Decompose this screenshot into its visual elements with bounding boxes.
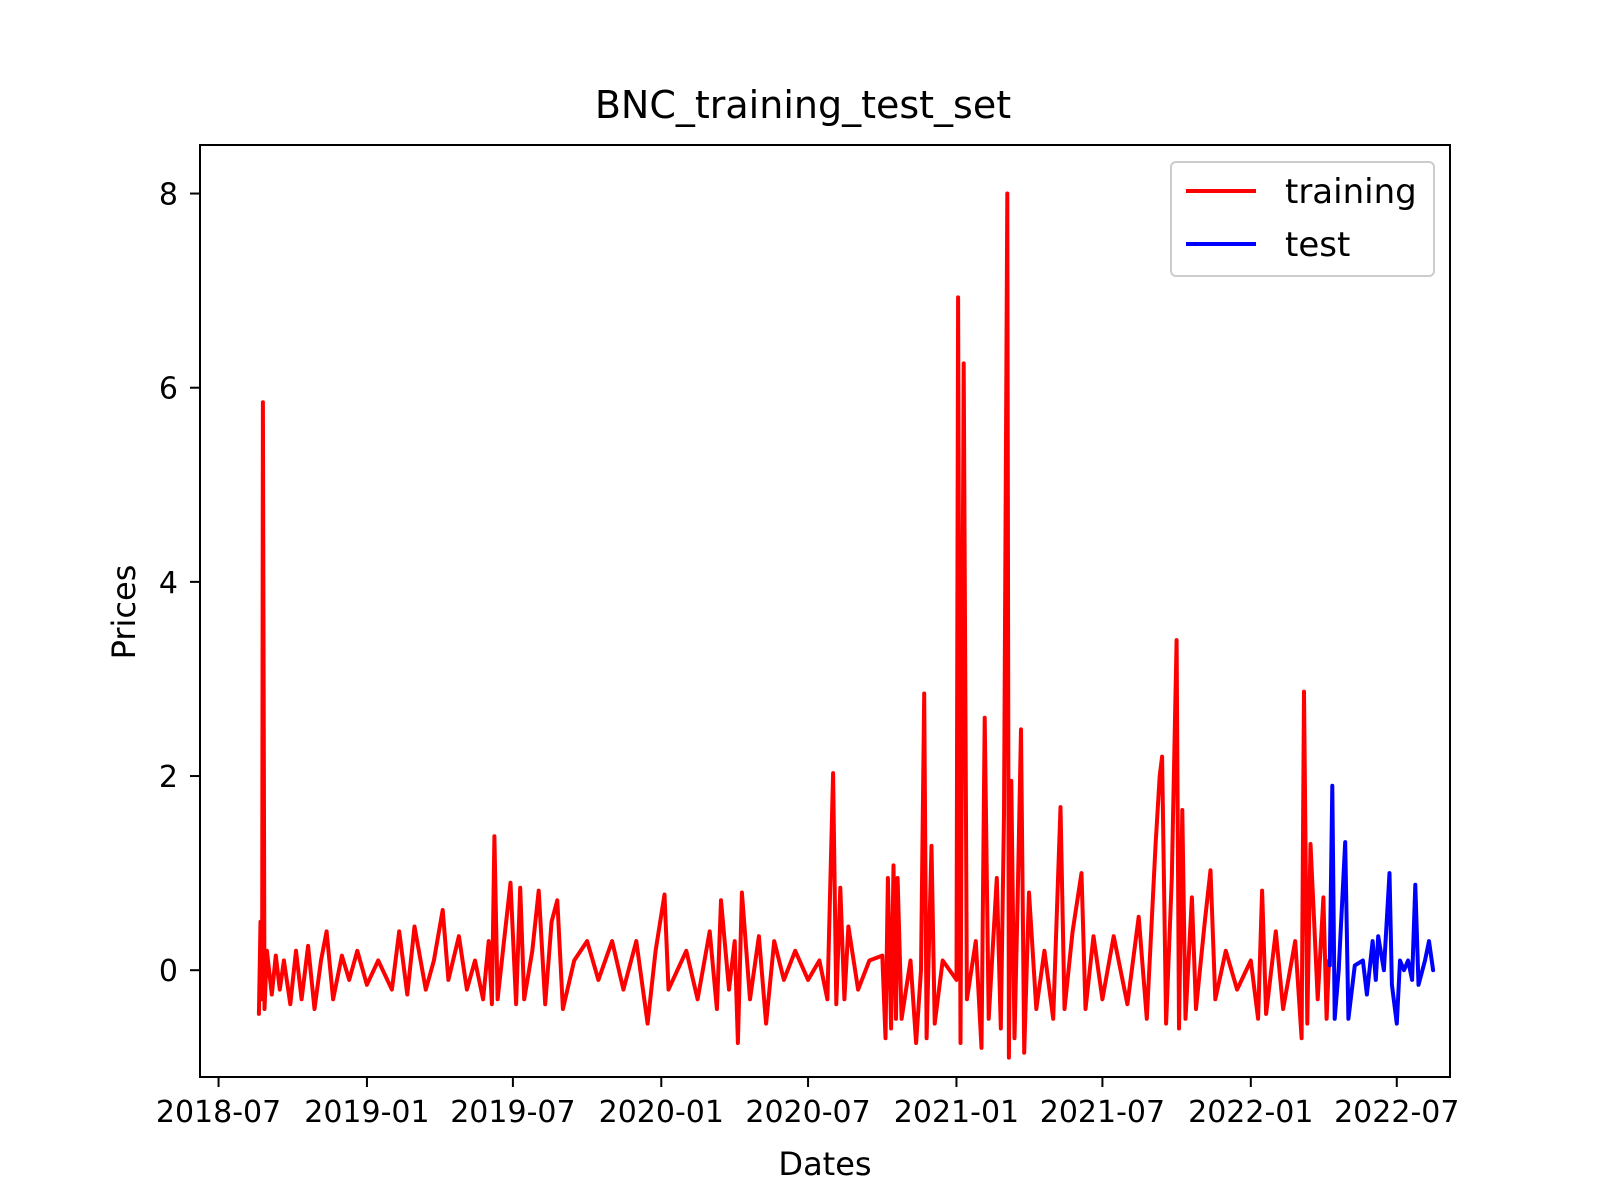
x-axis-label: Dates: [778, 1145, 871, 1183]
legend: training test: [1170, 161, 1435, 277]
y-tick-label: 4: [159, 566, 178, 601]
x-tick-label: 2019-07: [450, 1095, 575, 1130]
chart-title: BNC_training_test_set: [595, 83, 1011, 127]
plot-lines: [256, 191, 1436, 1060]
y-tick-label: 2: [159, 760, 178, 795]
x-axis: 2018-07 2019-01 2019-07 2020-01 2020-07 2021-…: [156, 1077, 1459, 1130]
y-tick-label: 6: [159, 372, 178, 407]
y-tick-label: 0: [159, 954, 178, 989]
y-tick-label: 8: [159, 178, 178, 213]
x-tick-label: 2020-07: [745, 1095, 870, 1130]
x-tick-label: 2018-07: [156, 1095, 281, 1130]
x-tick-label: 2022-07: [1334, 1095, 1459, 1130]
y-axis-label: Prices: [105, 565, 143, 660]
series-line-training: [256, 191, 1331, 1060]
x-tick-label: 2021-01: [894, 1095, 1019, 1130]
plot-frame: [199, 144, 1451, 1078]
x-tick-label: 2019-01: [304, 1095, 429, 1130]
legend-label-test: test: [1285, 225, 1350, 265]
series-line-test: [1327, 783, 1436, 1026]
y-axis: 0 2 4 6 8: [159, 178, 200, 989]
x-tick-label: 2022-01: [1188, 1095, 1313, 1130]
legend-label-training: training: [1285, 172, 1417, 212]
x-tick-label: 2021-07: [1040, 1095, 1165, 1130]
x-tick-label: 2020-01: [599, 1095, 724, 1130]
